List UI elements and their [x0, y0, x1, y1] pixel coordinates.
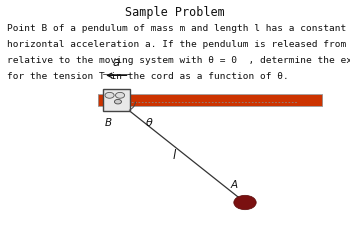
- Text: relative to the moving system with θ = 0  , determine the expression: relative to the moving system with θ = 0…: [7, 56, 350, 65]
- Bar: [98, 94, 322, 106]
- Text: $\theta$: $\theta$: [145, 116, 154, 128]
- Text: for the tension T in the cord as a function of θ.: for the tension T in the cord as a funct…: [7, 72, 289, 81]
- Text: horizontal acceleration a. If the pendulum is released from rest: horizontal acceleration a. If the pendul…: [7, 40, 350, 49]
- Circle shape: [105, 92, 114, 98]
- Text: $B$: $B$: [104, 116, 112, 128]
- Text: $l$: $l$: [173, 148, 177, 162]
- Text: Sample Problem: Sample Problem: [125, 6, 225, 19]
- Text: $a$: $a$: [112, 56, 121, 69]
- Text: Point B of a pendulum of mass m and length l has a constant: Point B of a pendulum of mass m and leng…: [7, 24, 346, 33]
- Circle shape: [234, 195, 256, 210]
- Circle shape: [116, 92, 125, 98]
- Text: $A$: $A$: [230, 178, 239, 190]
- Circle shape: [114, 99, 121, 104]
- Bar: [103, 89, 130, 111]
